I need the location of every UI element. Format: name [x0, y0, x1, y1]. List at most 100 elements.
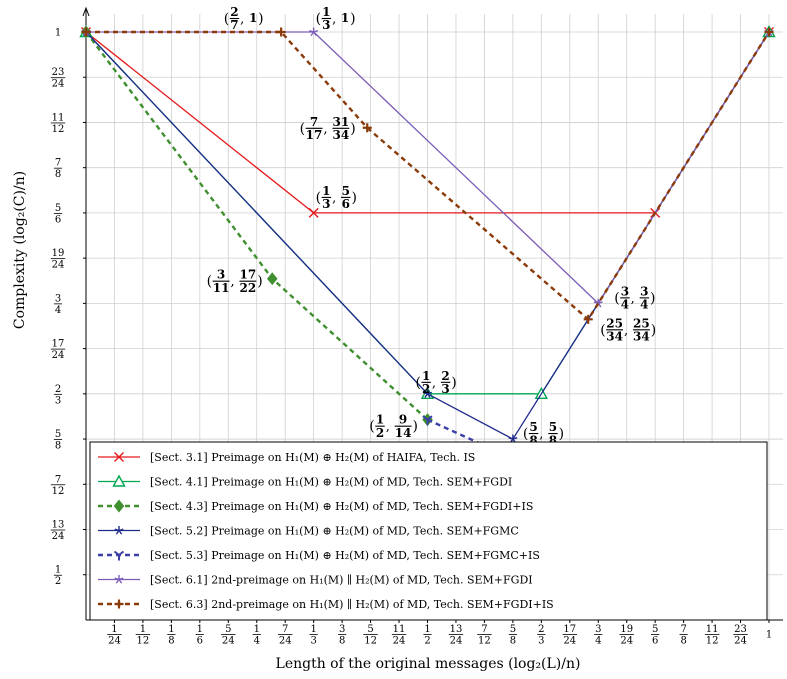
- x-tick-label-17: 34: [594, 624, 603, 647]
- svg-text:17: 17: [306, 128, 323, 142]
- svg-text:11: 11: [393, 624, 406, 635]
- svg-text:7: 7: [680, 624, 686, 635]
- svg-text:,: ,: [539, 427, 543, 442]
- svg-text:,: ,: [240, 12, 244, 27]
- series-5-point-2: [593, 298, 603, 308]
- svg-text:1: 1: [766, 630, 772, 641]
- svg-text:24: 24: [52, 260, 65, 271]
- series-6-point-4: [764, 27, 774, 37]
- svg-text:3: 3: [595, 624, 601, 635]
- svg-text:5: 5: [367, 624, 373, 635]
- x-tick-label-0: 124: [107, 624, 122, 647]
- svg-text:2: 2: [376, 426, 384, 440]
- series-3-point-1: [423, 389, 432, 398]
- legend-entry-1: [Sect. 4.1] Preimage on H₁(M) ⊕ H₂(M) of…: [98, 474, 512, 489]
- svg-text:24: 24: [222, 636, 235, 647]
- svg-text:11: 11: [213, 281, 230, 295]
- svg-text:23: 23: [52, 67, 65, 78]
- svg-text:17: 17: [52, 339, 65, 350]
- series-2-point-1: [266, 272, 278, 286]
- svg-text:6: 6: [55, 214, 61, 225]
- legend-box: [89, 441, 768, 621]
- svg-text:6: 6: [342, 197, 350, 211]
- x-tick-label-19: 56: [651, 624, 660, 647]
- svg-text:8: 8: [55, 169, 61, 180]
- svg-text:8: 8: [549, 433, 557, 447]
- svg-text:1: 1: [341, 11, 349, 25]
- x-axis-title: Length of the original messages (log₂(L)…: [276, 656, 581, 672]
- svg-text:4: 4: [595, 636, 601, 647]
- svg-text:5: 5: [342, 184, 350, 198]
- y-tick-label-10: 712: [50, 474, 66, 497]
- svg-text:): ): [651, 322, 656, 338]
- svg-text:3: 3: [538, 636, 544, 647]
- legend-marker-5: [114, 575, 124, 584]
- svg-text:17: 17: [240, 268, 257, 282]
- svg-text:23: 23: [734, 624, 747, 635]
- svg-text:8: 8: [168, 636, 174, 647]
- series-6-point-3: [583, 314, 593, 324]
- svg-text:5: 5: [529, 420, 537, 434]
- svg-text:34: 34: [633, 330, 650, 344]
- svg-text:24: 24: [108, 636, 121, 647]
- svg-text:(: (: [614, 290, 619, 306]
- legend-label-0: [Sect. 3.1] Preimage on H₁(M) ⊕ H₂(M) of…: [150, 451, 475, 464]
- svg-text:34: 34: [332, 128, 349, 142]
- svg-text:1: 1: [111, 624, 117, 635]
- svg-text:2: 2: [441, 369, 449, 383]
- x-tick-label-8: 38: [338, 624, 347, 647]
- svg-text:5: 5: [549, 420, 557, 434]
- series-6-point-0: [81, 27, 91, 37]
- svg-text:1: 1: [422, 369, 430, 383]
- x-tick-label-15: 23: [537, 624, 546, 647]
- svg-text:1: 1: [140, 624, 146, 635]
- svg-text:31: 31: [332, 115, 349, 129]
- svg-text:1: 1: [55, 565, 61, 576]
- legend-label-2: [Sect. 4.3] Preimage on H₁(M) ⊕ H₂(M) of…: [150, 500, 533, 513]
- annotation-0: (27, 1): [224, 5, 264, 32]
- svg-text:3: 3: [310, 636, 316, 647]
- svg-text:24: 24: [52, 531, 65, 542]
- y-tick-label-3: 78: [53, 158, 63, 180]
- x-tick-label-20: 78: [679, 624, 688, 647]
- svg-text:7: 7: [55, 474, 61, 485]
- series-0-point-1: [308, 207, 319, 218]
- legend-entry-4: [Sect. 5.3] Preimage on H₁(M) ⊕ H₂(M) of…: [98, 549, 540, 562]
- svg-text:1: 1: [197, 624, 203, 635]
- svg-text:): ): [413, 419, 418, 435]
- svg-text:24: 24: [450, 636, 463, 647]
- svg-text:(: (: [523, 426, 528, 442]
- svg-text:24: 24: [734, 636, 747, 647]
- svg-text:11: 11: [52, 112, 65, 123]
- svg-text:1: 1: [322, 184, 330, 198]
- svg-text:6: 6: [197, 636, 203, 647]
- svg-text:9: 9: [399, 413, 407, 427]
- svg-text:22: 22: [240, 281, 257, 295]
- svg-text:,: ,: [323, 122, 327, 137]
- svg-text:): ): [351, 190, 356, 206]
- svg-text:): ): [350, 121, 355, 137]
- svg-text:,: ,: [230, 275, 234, 290]
- svg-text:(: (: [369, 419, 374, 435]
- svg-text:34: 34: [606, 330, 623, 344]
- svg-text:5: 5: [225, 624, 231, 635]
- svg-text:5: 5: [510, 624, 516, 635]
- legend-marker-0: [114, 452, 124, 462]
- series-5-point-1: [309, 27, 319, 37]
- svg-text:2: 2: [230, 5, 238, 19]
- legend-label-3: [Sect. 5.2] Preimage on H₁(M) ⊕ H₂(M) of…: [150, 525, 519, 538]
- svg-text:8: 8: [339, 636, 345, 647]
- svg-text:3: 3: [640, 284, 648, 298]
- legend-marker-1: [112, 474, 126, 487]
- svg-text:5: 5: [55, 429, 61, 440]
